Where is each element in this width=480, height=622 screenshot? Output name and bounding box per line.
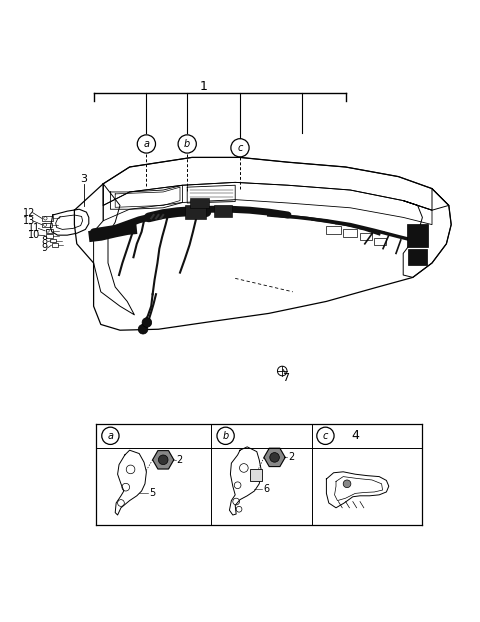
Text: 2: 2 (177, 455, 183, 465)
Bar (52, 243, 58, 247)
Text: a: a (108, 431, 113, 441)
Bar (374, 238, 386, 245)
Circle shape (343, 480, 351, 488)
Text: 10: 10 (28, 230, 41, 240)
Text: 7: 7 (282, 373, 289, 383)
Bar (46, 229, 53, 233)
Circle shape (158, 455, 168, 465)
Bar (360, 233, 372, 240)
Text: 2: 2 (288, 452, 294, 462)
Text: a: a (144, 139, 149, 149)
Text: c: c (237, 143, 243, 153)
Text: 1: 1 (200, 80, 208, 93)
Bar (185, 205, 206, 219)
Text: c: c (323, 431, 328, 441)
Bar (50, 239, 56, 243)
Bar (190, 198, 209, 208)
Text: 4: 4 (351, 429, 359, 442)
Bar (326, 226, 341, 234)
Text: 9: 9 (41, 243, 47, 253)
Text: 13: 13 (23, 216, 35, 226)
Bar (250, 470, 262, 481)
Text: 12: 12 (23, 208, 35, 218)
Circle shape (142, 318, 152, 327)
Text: 5: 5 (149, 488, 155, 498)
Polygon shape (264, 448, 285, 466)
Text: 3: 3 (81, 174, 87, 184)
FancyBboxPatch shape (407, 224, 428, 247)
Text: 6: 6 (263, 483, 269, 494)
FancyBboxPatch shape (408, 249, 427, 265)
Circle shape (270, 453, 279, 462)
Text: 8: 8 (41, 236, 47, 246)
Bar (46, 234, 53, 238)
Circle shape (138, 325, 148, 334)
Bar (42, 216, 53, 221)
Text: b: b (222, 431, 229, 441)
Bar (214, 205, 232, 218)
Polygon shape (153, 451, 174, 469)
Text: b: b (184, 139, 191, 149)
Text: 11: 11 (28, 223, 41, 233)
Bar (42, 223, 52, 227)
Bar (343, 229, 357, 236)
